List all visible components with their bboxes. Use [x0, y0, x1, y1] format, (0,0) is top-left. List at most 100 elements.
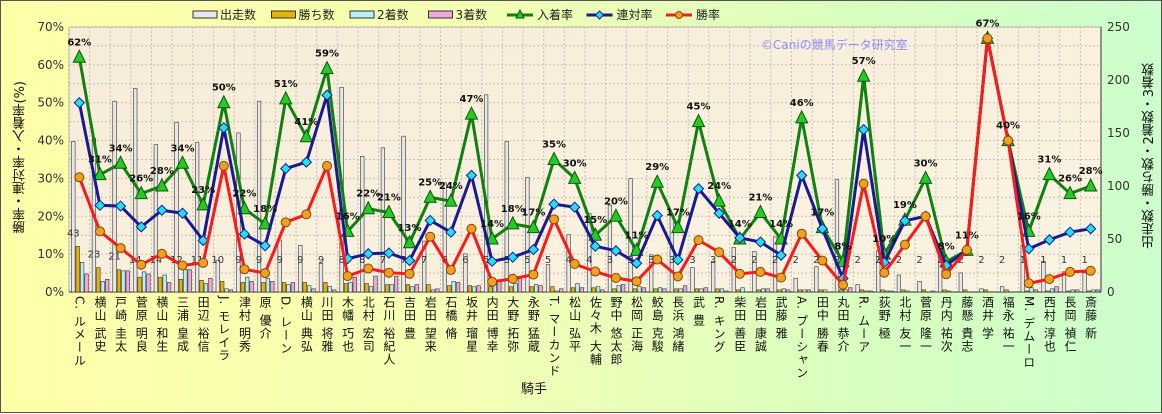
marker-win-rate	[74, 172, 85, 183]
bar-wins	[116, 269, 122, 293]
bar-wins	[1086, 290, 1092, 293]
legend-marker	[594, 10, 605, 20]
bar-wins	[777, 289, 782, 293]
jockey-label: 内田 博幸	[485, 296, 500, 353]
wins-count-label: 11	[191, 255, 204, 266]
bar-runs	[71, 141, 76, 293]
bar-second	[823, 289, 828, 293]
bar-wins	[653, 288, 658, 293]
jockey-label: 松山 弘平	[567, 296, 582, 353]
bar-second	[513, 283, 518, 293]
marker-rentai-rate	[857, 123, 870, 136]
y-tick-left: 70%	[37, 20, 64, 34]
bar-second	[761, 288, 766, 293]
bar-runs	[133, 88, 138, 293]
marker-rentai-rate	[238, 228, 251, 240]
marker-rentai-rate	[1023, 243, 1035, 255]
bar-third	[868, 290, 873, 293]
bar-second	[472, 286, 477, 293]
jockey-label: 荻野 極	[877, 296, 892, 340]
bar-third	[848, 287, 853, 293]
jockey-label: 丸田 恭介	[836, 296, 850, 353]
place-rate-label: 18%	[501, 204, 525, 215]
marker-place-rate	[155, 177, 169, 192]
bar-second	[1029, 287, 1034, 293]
jockey-label: 原 優介	[258, 296, 273, 340]
bar-wins	[612, 288, 617, 293]
bar-runs	[649, 254, 654, 293]
bar-third	[249, 281, 254, 293]
jockey-label: 鮫島 克駿	[650, 296, 665, 353]
marker-win-rate	[631, 276, 642, 287]
bar-runs	[999, 286, 1005, 293]
wins-count-label: 6	[462, 255, 468, 266]
jockey-label: 吉田 豊	[402, 296, 417, 340]
jockey-label: T. マーカンド	[547, 296, 562, 378]
marker-win-rate	[156, 248, 167, 259]
bar-third	[1095, 289, 1100, 293]
marker-rentai-rate	[630, 257, 643, 269]
y-tick-right: 250	[1107, 20, 1130, 34]
marker-place-rate	[382, 204, 396, 218]
wins-count-label: 5	[524, 255, 530, 266]
y-tick-left: 10%	[37, 247, 64, 261]
jockey-label: 戸崎 圭太	[113, 296, 128, 353]
bar-third	[311, 288, 316, 293]
bar-third	[600, 289, 605, 293]
marker-win-rate	[755, 266, 766, 277]
marker-win-rate	[734, 268, 745, 279]
place-rate-label: 35%	[542, 140, 566, 151]
place-rate-label: 22%	[356, 189, 380, 200]
marker-place-rate	[753, 204, 768, 218]
jockey-label: J. モレイラ	[216, 296, 231, 363]
place-rate-label: 11%	[955, 230, 979, 241]
jockey-label: 木幡 巧也	[340, 296, 355, 353]
place-rate-label: 28%	[150, 166, 174, 177]
bar-third	[146, 273, 151, 293]
marker-place-rate	[93, 166, 107, 181]
marker-win-rate	[383, 267, 394, 278]
marker-win-rate	[1085, 265, 1096, 276]
marker-place-rate	[361, 200, 376, 215]
bar-third	[682, 285, 688, 293]
marker-win-rate	[445, 265, 456, 276]
bar-second	[678, 288, 683, 293]
marker-rentai-rate	[589, 240, 602, 252]
wins-count-label: 4	[565, 255, 571, 266]
bar-wins	[880, 289, 885, 293]
marker-rentai-rate	[156, 204, 168, 216]
bar-runs	[298, 245, 303, 293]
bar-wins	[75, 246, 80, 293]
place-rate-label: 29%	[645, 162, 669, 173]
y-tick-right: 150	[1107, 126, 1130, 140]
marker-rentai-rate	[176, 207, 189, 219]
bar-runs	[690, 267, 695, 293]
place-rate-label: 15%	[583, 215, 607, 226]
wins-count-label: 7	[400, 255, 406, 266]
marker-win-rate	[879, 267, 890, 278]
place-rate-label: 8%	[835, 242, 852, 253]
bar-second	[946, 290, 952, 293]
bar-third	[476, 285, 481, 293]
jockey-label: 野中 悠太郎	[608, 296, 623, 366]
bar-second	[781, 288, 786, 293]
bar-wins	[447, 285, 452, 293]
marker-win-rate	[1044, 274, 1055, 285]
bar-wins	[405, 284, 411, 293]
bar-wins	[96, 267, 101, 293]
place-rate-label: 46%	[790, 98, 814, 109]
bar-wins	[694, 288, 699, 293]
place-rate-label: 16%	[336, 211, 360, 222]
bar-wins	[983, 289, 988, 293]
jockey-label: 田辺 裕信	[196, 296, 211, 353]
bar-wins	[323, 282, 328, 293]
bar-second	[265, 277, 270, 293]
marker-place-rate	[609, 208, 623, 222]
wins-count-label: 10	[211, 255, 224, 266]
place-rate-label: 40%	[996, 121, 1020, 132]
marker-rentai-rate	[114, 200, 127, 212]
jockey-label: 西村 淳也	[1042, 296, 1057, 353]
place-rate-label: 24%	[439, 181, 463, 192]
marker-rentai-rate	[734, 232, 746, 244]
jockey-label: 武 豊	[691, 296, 706, 327]
